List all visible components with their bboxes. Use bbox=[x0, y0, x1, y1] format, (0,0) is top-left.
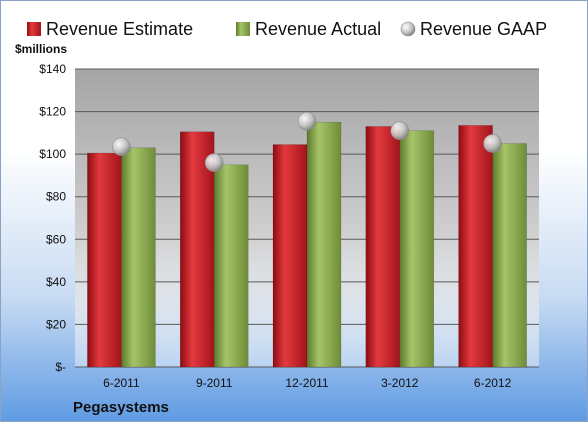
revenue-estimate-bar bbox=[458, 125, 493, 368]
legend: Revenue Estimate Revenue Actual Revenue GA… bbox=[27, 19, 547, 39]
x-axis-ticks: 6-2011 9-2011 12-2011 3-2012 6-2012 bbox=[103, 376, 511, 390]
x-tick-label: 9-2011 bbox=[196, 376, 233, 390]
gaap-markers bbox=[112, 111, 502, 172]
legend-gaap-marker bbox=[400, 21, 416, 37]
y-tick-label: $140 bbox=[39, 62, 66, 76]
y-tick-label: $- bbox=[55, 360, 66, 374]
revenue-actual-bar bbox=[121, 147, 156, 368]
x-tick-label: 6-2011 bbox=[103, 376, 140, 390]
legend-actual-swatch bbox=[236, 22, 250, 36]
revenue-gaap-marker bbox=[297, 111, 317, 131]
y-tick-label: $20 bbox=[46, 317, 66, 331]
x-tick-label: 3-2012 bbox=[381, 376, 419, 390]
bars bbox=[87, 121, 527, 368]
revenue-gaap-marker bbox=[204, 153, 224, 172]
legend-estimate-swatch bbox=[27, 22, 41, 36]
y-axis-ticks: $- $20 $40 $60 $80 $100 $120 $140 bbox=[39, 62, 66, 374]
x-tick-label: 6-2012 bbox=[474, 376, 512, 390]
y-tick-label: $120 bbox=[39, 105, 66, 119]
revenue-actual-bar bbox=[306, 121, 342, 368]
legend-label: Revenue GAAP bbox=[420, 19, 547, 39]
x-tick-label: 12-2011 bbox=[285, 376, 328, 390]
y-tick-label: $60 bbox=[46, 232, 66, 246]
revenue-estimate-bar bbox=[179, 131, 215, 368]
revenue-gaap-marker bbox=[483, 134, 502, 153]
legend-label: Revenue Estimate bbox=[46, 19, 193, 39]
revenue-actual-bar bbox=[492, 143, 527, 368]
revenue-estimate-bar bbox=[272, 144, 308, 368]
revenue-actual-bar bbox=[399, 130, 435, 368]
revenue-gaap-marker bbox=[112, 137, 131, 156]
legend-label: Revenue Actual bbox=[255, 19, 381, 39]
company-name: Pegasystems bbox=[73, 399, 169, 416]
revenue-estimate-bar bbox=[365, 126, 401, 368]
y-tick-label: $100 bbox=[39, 147, 66, 161]
revenue-actual-bar bbox=[213, 164, 249, 368]
revenue-estimate-bar bbox=[87, 152, 122, 368]
y-tick-label: $80 bbox=[46, 190, 66, 204]
revenue-gaap-marker bbox=[390, 121, 410, 141]
y-tick-label: $40 bbox=[46, 275, 66, 289]
y-axis-unit-label: $millions bbox=[15, 42, 67, 56]
